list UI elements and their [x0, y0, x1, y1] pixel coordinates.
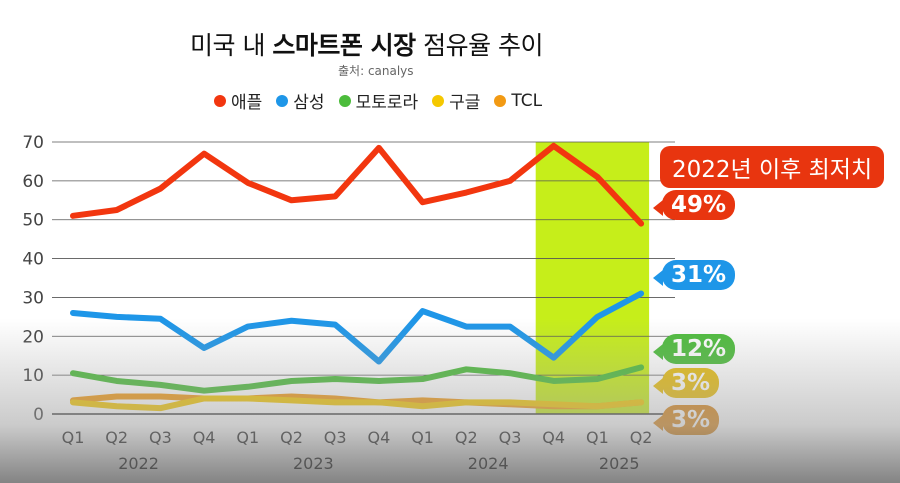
legend-label-samsung: 삼성: [293, 93, 325, 113]
legend-dot-motorola: [338, 94, 351, 107]
lowest-since-2022-note: 2022년 이후 최저치: [660, 146, 885, 188]
end-label-apple-text: 49%: [671, 192, 727, 218]
chart-source: 출처: canalys: [338, 64, 414, 78]
legend-dot-samsung: [276, 94, 289, 107]
end-label-samsung: 31%: [653, 260, 736, 290]
legend-label-google: 구글: [449, 93, 481, 113]
x-tick-label-1: Q2: [105, 428, 128, 447]
year-label-2025: 2025: [599, 454, 640, 473]
y-tick-label-50: 50: [22, 211, 44, 231]
year-label-2022: 2022: [118, 454, 159, 473]
x-tick-label-0: Q1: [62, 428, 85, 447]
x-tick-label-6: Q3: [324, 428, 347, 447]
x-tick-label-3: Q4: [193, 428, 216, 447]
legend-item-apple: 애플: [214, 88, 262, 113]
y-tick-label-30: 30: [22, 288, 44, 308]
end-label-tcl-text: 3%: [671, 407, 711, 433]
end-label-motorola-text: 12%: [671, 336, 727, 362]
y-tick-label-0: 0: [33, 405, 44, 425]
legend-item-tcl: TCL: [494, 88, 542, 113]
x-tick-label-2: Q3: [149, 428, 172, 447]
legend-item-motorola: 모토로라: [338, 88, 419, 113]
end-label-tcl: 3%: [653, 405, 720, 435]
end-label-google: 3%: [653, 368, 720, 398]
x-tick-label-11: Q4: [542, 428, 565, 447]
legend-dot-google: [432, 94, 445, 107]
x-tick-label-13: Q2: [630, 428, 653, 447]
y-tick-label-20: 20: [22, 327, 44, 347]
legend-dot-tcl: [494, 94, 507, 107]
highlight-band: [535, 142, 650, 414]
x-tick-label-5: Q2: [280, 428, 303, 447]
x-tick-label-8: Q1: [411, 428, 434, 447]
year-label-2024: 2024: [468, 454, 509, 473]
legend-label-tcl: TCL: [511, 90, 543, 111]
legend-label-motorola: 모토로라: [355, 93, 419, 113]
year-label-2023: 2023: [293, 454, 334, 473]
x-tick-label-12: Q1: [586, 428, 609, 447]
x-tick-label-9: Q2: [455, 428, 478, 447]
y-tick-label-70: 70: [22, 133, 44, 153]
end-label-samsung-text: 31%: [671, 262, 727, 288]
x-tick-label-7: Q4: [368, 428, 391, 447]
legend-label-apple: 애플: [231, 93, 263, 113]
y-tick-label-60: 60: [22, 172, 44, 192]
end-label-apple: 49%: [653, 190, 736, 220]
end-label-google-text: 3%: [671, 370, 711, 396]
legend-item-google: 구글: [432, 88, 480, 113]
end-label-motorola: 12%: [653, 334, 736, 364]
legend-dot-apple: [214, 94, 226, 107]
chart-title: 미국 내 스마트폰 시장 점유율 추이: [190, 31, 544, 60]
y-tick-label-10: 10: [22, 366, 44, 386]
x-tick-label-4: Q1: [236, 428, 259, 447]
x-tick-label-10: Q3: [499, 428, 522, 447]
chart-legend: 애플 삼성 모토로라 구글 TCL: [214, 88, 542, 113]
legend-item-samsung: 삼성: [276, 88, 325, 113]
y-tick-label-40: 40: [22, 250, 44, 270]
